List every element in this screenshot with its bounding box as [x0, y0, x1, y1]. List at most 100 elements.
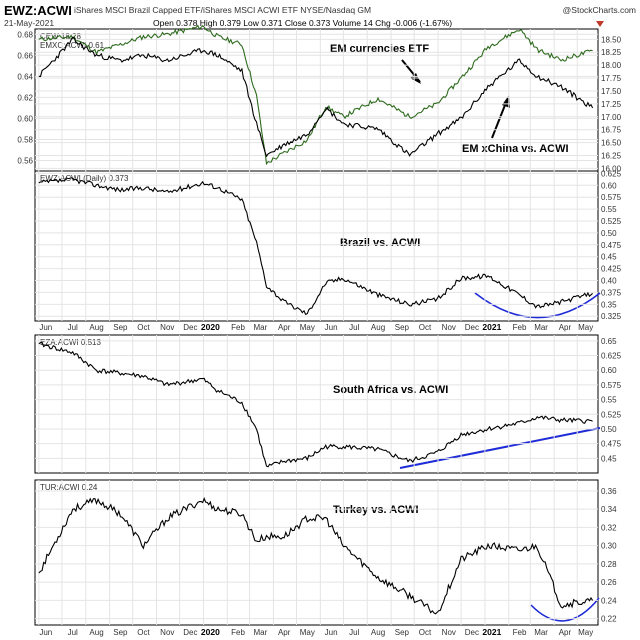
top-right-y-tick-label: 16.25 [601, 152, 622, 161]
x-axis-upper-label: Mar [253, 323, 267, 332]
x-axis-upper-label: 2021 [482, 322, 501, 332]
top-left-y-tick-label: 0.56 [17, 156, 33, 165]
x-axis-lower-label: Dec [465, 628, 479, 637]
x-axis-lower-label: Dec [183, 628, 197, 637]
x-axis-lower-label: Feb [231, 628, 245, 637]
x-axis-upper-label: Jul [68, 323, 78, 332]
x-axis-lower-label: 2020 [201, 627, 220, 637]
panel-brazil-frame [34, 170, 599, 322]
x-axis-lower-label: Mar [253, 628, 267, 637]
turkey-y-tick-label: 0.26 [601, 578, 617, 587]
x-axis-upper-label: Apr [278, 323, 291, 332]
south_africa-y-tick-label: 0.65 [601, 337, 617, 346]
top-right-y-tick-label: 16.50 [601, 139, 622, 148]
south_africa-y-tick-label: 0.50 [601, 425, 617, 434]
top-right-y-tick-label: 17.25 [601, 100, 622, 109]
x-axis-upper-label: Dec [465, 323, 479, 332]
brazil-y-tick-label: 0.40 [601, 277, 617, 286]
brazil-y-tick-label: 0.55 [601, 205, 617, 214]
x-axis-upper-label: Dec [183, 323, 197, 332]
x-axis-lower-label: Aug [371, 628, 385, 637]
x-axis-upper-label: Jul [349, 323, 359, 332]
brazil-y-tick-label: 0.625 [601, 169, 622, 178]
top-left-y-tick-label: 0.58 [17, 135, 33, 144]
arrowhead-em-xchina-icon [502, 95, 510, 108]
legend-eza: EZA:ACWI 0.513 [40, 338, 101, 347]
x-axis-lower-label: Apr [278, 628, 291, 637]
x-axis-upper-label: Sep [395, 323, 410, 332]
south_africa-y-tick-label: 0.60 [601, 366, 617, 375]
x-axis-lower-label: 2021 [482, 627, 501, 637]
top-right-y-tick-label: 18.50 [601, 35, 622, 44]
top-left-y-tick-label: 0.66 [17, 51, 33, 60]
south_africa-y-tick-label: 0.625 [601, 352, 622, 361]
turkey-y-tick-label: 0.34 [601, 505, 617, 514]
south_africa-y-tick-label: 0.55 [601, 396, 617, 405]
turkey-y-tick-label: 0.24 [601, 596, 617, 605]
brazil-y-tick-label: 0.575 [601, 193, 622, 202]
brazil-y-tick-label: 0.375 [601, 288, 622, 297]
x-axis-lower-label: Oct [419, 628, 432, 637]
south-africa-trendline [399, 427, 601, 469]
x-axis-upper-label: 2020 [201, 322, 220, 332]
down-arrow-icon [596, 21, 604, 27]
x-axis-upper-label: Nov [160, 323, 174, 332]
x-axis-lower-label: May [578, 628, 593, 637]
x-axis-upper-label: Apr [559, 323, 572, 332]
dynamic-layer: 0.56 0.58 0.60 0.62 0.64 0.66 0.68 16.00 16.25 16… [17, 24, 622, 637]
x-axis-lower-label: Sep [113, 628, 128, 637]
annotation-turkey: Turkey vs. ACWI [333, 504, 419, 516]
x-axis-lower-label: Apr [559, 628, 572, 637]
turkey-y-tick-label: 0.32 [601, 523, 617, 532]
south_africa-y-tick-label: 0.45 [601, 454, 617, 463]
turkey-series-line [38, 496, 594, 615]
x-axis-lower-label: Mar [534, 628, 548, 637]
x-axis-upper-label: Aug [89, 323, 103, 332]
x-axis-upper-label: Aug [371, 323, 385, 332]
top-left-y-tick-label: 0.64 [17, 72, 33, 81]
turkey-y-tick-label: 0.30 [601, 542, 617, 551]
top-right-y-tick-label: 17.00 [601, 113, 622, 122]
x-axis-upper-label: May [300, 323, 315, 332]
chart-title: EWZ:ACWI [4, 3, 72, 18]
brazil-y-tick-label: 0.525 [601, 217, 622, 226]
panel-south-africa-frame [34, 334, 599, 474]
brazil-y-tick-label: 0.60 [601, 181, 617, 190]
x-axis-upper-label: Feb [231, 323, 245, 332]
x-axis-lower-label: Jul [349, 628, 359, 637]
top-right-y-tick-label: 18.00 [601, 61, 622, 70]
brazil-y-tick-label: 0.35 [601, 300, 617, 309]
x-axis-lower-label: Jun [39, 628, 52, 637]
top-right-y-tick-label: 17.50 [601, 87, 622, 96]
x-axis-lower-label: Feb [513, 628, 527, 637]
series-emxc-line [38, 36, 594, 158]
x-axis-lower-label: Sep [395, 628, 410, 637]
top-right-y-tick-label: 16.75 [601, 126, 622, 135]
legend-emxc: EMXC:ACWI 0.61 [40, 41, 105, 50]
ohlc-readout: Open 0.378 High 0.379 Low 0.371 Close 0.… [153, 18, 452, 28]
x-axis-lower-label: Jul [68, 628, 78, 637]
top-left-y-tick-label: 0.68 [17, 30, 33, 39]
brazil-series-line [38, 177, 593, 316]
turkey-bottom-arc [530, 597, 600, 622]
turkey-y-tick-label: 0.22 [601, 615, 617, 624]
brazil-y-tick-label: 0.45 [601, 253, 617, 262]
x-axis-upper-label: Nov [442, 323, 456, 332]
legend-tur: TUR:ACWI 0.24 [40, 483, 98, 492]
x-axis-lower-label: May [300, 628, 315, 637]
x-axis-lower-label: Nov [160, 628, 174, 637]
chart-date: 21-May-2021 [4, 18, 54, 28]
annotation-em-xchina: EM xChina vs. ACWI [462, 143, 569, 155]
x-axis-lower-label: Aug [89, 628, 103, 637]
brazil-y-tick-label: 0.50 [601, 229, 617, 238]
top-right-y-tick-label: 16.00 [601, 164, 622, 173]
brazil-y-tick-label: 0.325 [601, 312, 622, 321]
x-axis-upper-label: Mar [534, 323, 548, 332]
south_africa-y-tick-label: 0.475 [601, 440, 622, 449]
credit-label: @StockCharts.com [563, 5, 636, 15]
turkey-y-tick-label: 0.36 [601, 487, 617, 496]
arrow-em-xchina [491, 99, 508, 139]
x-axis-lower-label: Oct [137, 628, 150, 637]
brazil-y-tick-label: 0.475 [601, 241, 622, 250]
